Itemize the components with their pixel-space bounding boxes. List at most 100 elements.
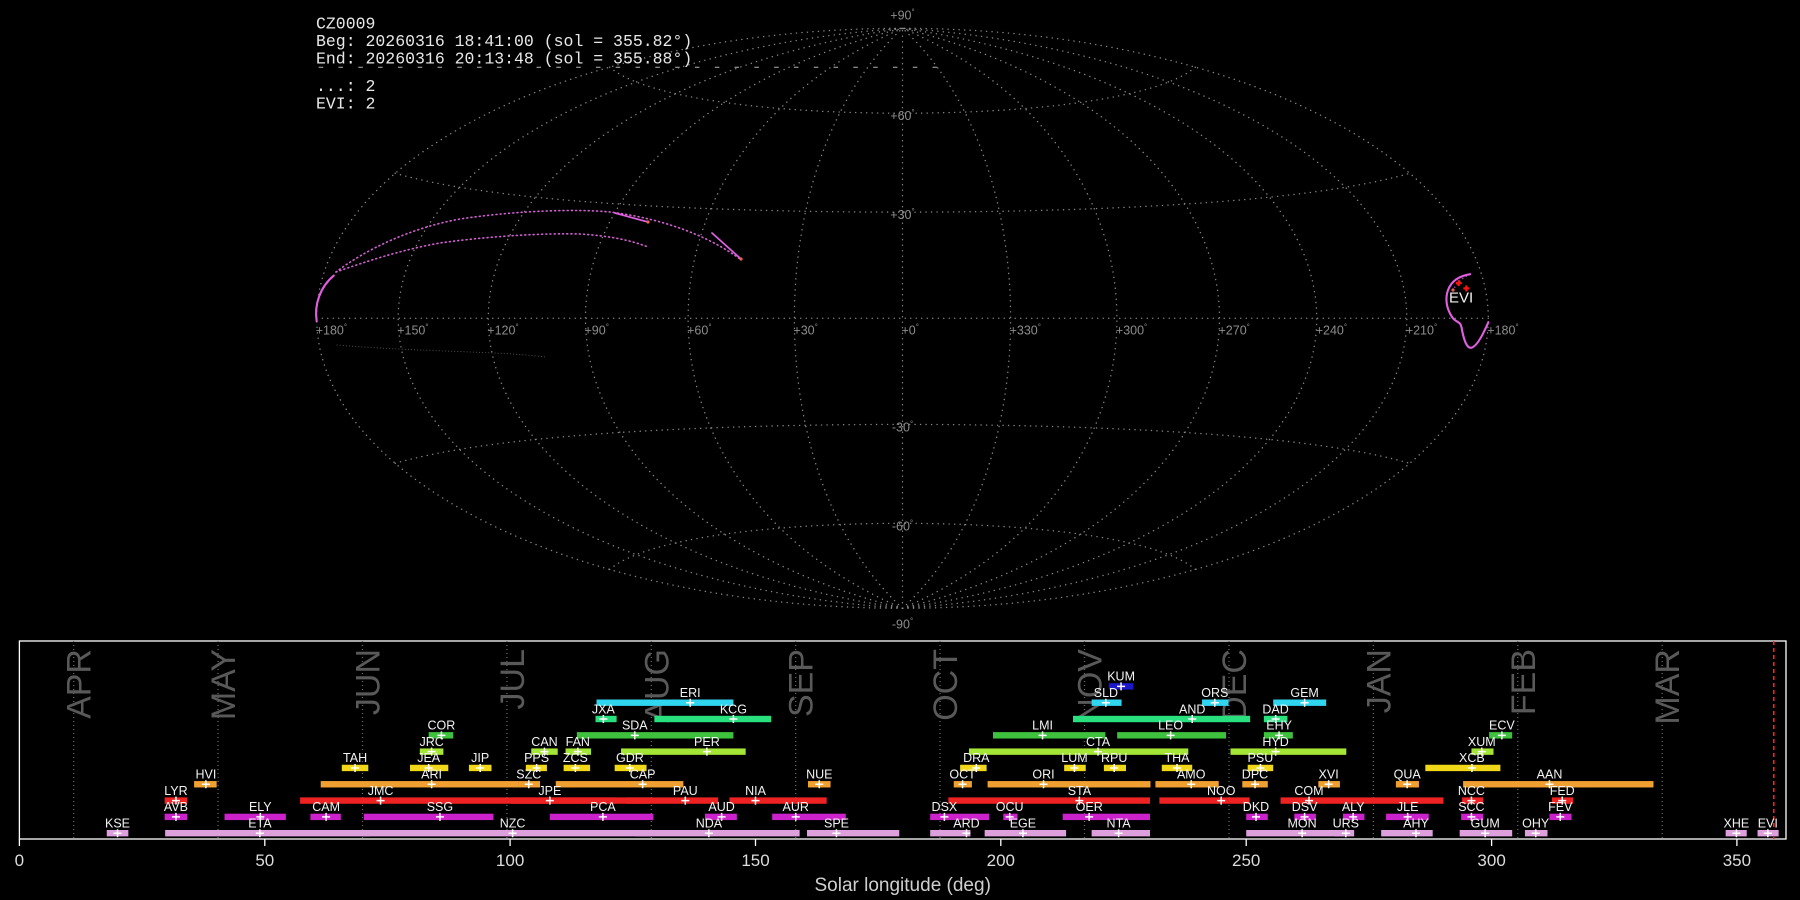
svg-text:PPS: PPS — [524, 751, 549, 765]
svg-text:FEV: FEV — [1548, 800, 1573, 814]
svg-text:XVI: XVI — [1319, 768, 1339, 782]
svg-text:MAR: MAR — [1649, 649, 1687, 725]
svg-text:XHE: XHE — [1724, 817, 1750, 831]
svg-text:+180°: +180° — [1487, 322, 1518, 337]
svg-text:JMC: JMC — [368, 784, 394, 798]
svg-text:JUN: JUN — [350, 649, 388, 715]
svg-text:AHY: AHY — [1403, 817, 1429, 831]
svg-text:EVI: EVI — [1758, 817, 1778, 831]
svg-text:FEB: FEB — [1505, 649, 1543, 715]
svg-text:AAN: AAN — [1537, 768, 1563, 782]
svg-text:NOO: NOO — [1207, 784, 1236, 798]
svg-text:50: 50 — [255, 851, 274, 870]
svg-text:ETA: ETA — [248, 817, 272, 831]
svg-text:...: 2: ...: 2 — [316, 77, 375, 96]
svg-text:ZCS: ZCS — [563, 751, 588, 765]
svg-text:OCT: OCT — [927, 649, 965, 721]
svg-text:CTA: CTA — [1086, 735, 1111, 749]
svg-text:150: 150 — [741, 851, 769, 870]
svg-text:0: 0 — [15, 851, 24, 870]
svg-text:AVB: AVB — [164, 800, 188, 814]
svg-text:XCB: XCB — [1459, 751, 1485, 765]
svg-text:+120°: +120° — [487, 322, 518, 337]
svg-text:EHY: EHY — [1266, 719, 1292, 733]
svg-text:FED: FED — [1550, 784, 1575, 798]
svg-text:+330°: +330° — [1010, 322, 1041, 337]
svg-text:ALY: ALY — [1342, 800, 1365, 814]
svg-text:+210°: +210° — [1406, 322, 1437, 337]
svg-text:PAU: PAU — [673, 784, 698, 798]
svg-text:COM: COM — [1294, 784, 1323, 798]
svg-text:+180°: +180° — [316, 322, 347, 337]
svg-text:OHY: OHY — [1522, 817, 1550, 831]
svg-text:ORI: ORI — [1032, 768, 1054, 782]
svg-text:JUL: JUL — [494, 649, 532, 709]
svg-text:+150°: +150° — [397, 322, 428, 337]
svg-text:+300°: +300° — [1116, 322, 1147, 337]
svg-text:SEP: SEP — [783, 649, 821, 717]
svg-text:DEC: DEC — [1216, 649, 1254, 721]
svg-text:ORS: ORS — [1201, 686, 1228, 700]
svg-text:RPU: RPU — [1101, 751, 1127, 765]
svg-text:XUM: XUM — [1468, 735, 1496, 749]
svg-text:SPE: SPE — [824, 817, 849, 831]
svg-text:NDA: NDA — [696, 817, 723, 831]
svg-text:NCC: NCC — [1458, 784, 1485, 798]
svg-text:EVI: EVI — [1449, 289, 1473, 306]
svg-text:Beg: 20260316 18:41:00 (sol =: Beg: 20260316 18:41:00 (sol = 355.82°) — [316, 32, 692, 51]
svg-text:+240°: +240° — [1316, 322, 1347, 337]
svg-text:JXA: JXA — [592, 702, 616, 716]
svg-text:+90°: +90° — [585, 322, 609, 337]
svg-text:AMO: AMO — [1177, 768, 1206, 782]
svg-text:SDA: SDA — [622, 719, 648, 733]
svg-text:PCA: PCA — [590, 800, 616, 814]
svg-text:CAN: CAN — [531, 735, 557, 749]
svg-text:AUD: AUD — [708, 800, 734, 814]
svg-text:PSU: PSU — [1248, 751, 1274, 765]
svg-text:LYR: LYR — [164, 784, 187, 798]
svg-text:URS: URS — [1333, 817, 1359, 831]
svg-text:LUM: LUM — [1061, 751, 1087, 765]
svg-text:AND: AND — [1179, 702, 1205, 716]
svg-text:GUM: GUM — [1471, 817, 1500, 831]
svg-text:GEM: GEM — [1290, 686, 1318, 700]
svg-text:ECV: ECV — [1489, 719, 1515, 733]
svg-text:100: 100 — [496, 851, 524, 870]
svg-text:DSV: DSV — [1292, 800, 1318, 814]
svg-text:SSG: SSG — [427, 800, 453, 814]
svg-text:PER: PER — [694, 735, 720, 749]
svg-text:JRC: JRC — [419, 735, 443, 749]
svg-text:SLD: SLD — [1094, 686, 1118, 700]
svg-text:OER: OER — [1076, 800, 1103, 814]
svg-text:350: 350 — [1723, 851, 1751, 870]
svg-text:MON: MON — [1288, 817, 1317, 831]
svg-text:DAD: DAD — [1262, 702, 1288, 716]
svg-text:+60°: +60° — [890, 108, 914, 123]
svg-text:SZC: SZC — [516, 768, 541, 782]
svg-text:300: 300 — [1477, 851, 1505, 870]
svg-text:KSE: KSE — [105, 817, 130, 831]
svg-text:THA: THA — [1165, 751, 1191, 765]
svg-text:ELY: ELY — [249, 800, 272, 814]
svg-text:APR: APR — [61, 649, 99, 719]
svg-text:MAY: MAY — [205, 649, 243, 720]
svg-text:DRA: DRA — [963, 751, 990, 765]
svg-text:KCG: KCG — [720, 702, 747, 716]
svg-text:DKD: DKD — [1243, 800, 1269, 814]
svg-text:COR: COR — [428, 719, 456, 733]
svg-text:LEO: LEO — [1158, 719, 1183, 733]
svg-text:+30°: +30° — [890, 207, 914, 222]
svg-text:CZ0009: CZ0009 — [316, 15, 375, 34]
svg-text:JIP: JIP — [471, 751, 489, 765]
svg-text:200: 200 — [987, 851, 1015, 870]
svg-text:+270°: +270° — [1219, 322, 1250, 337]
svg-text:+60°: +60° — [687, 322, 711, 337]
svg-text:JLE: JLE — [1397, 800, 1419, 814]
svg-text:OCT: OCT — [949, 768, 976, 782]
svg-text:SCC: SCC — [1458, 800, 1484, 814]
svg-text:CAP: CAP — [630, 768, 656, 782]
svg-text:250: 250 — [1232, 851, 1260, 870]
svg-text:STA: STA — [1068, 784, 1092, 798]
svg-text:KUM: KUM — [1107, 670, 1135, 684]
svg-text:CAM: CAM — [312, 800, 340, 814]
